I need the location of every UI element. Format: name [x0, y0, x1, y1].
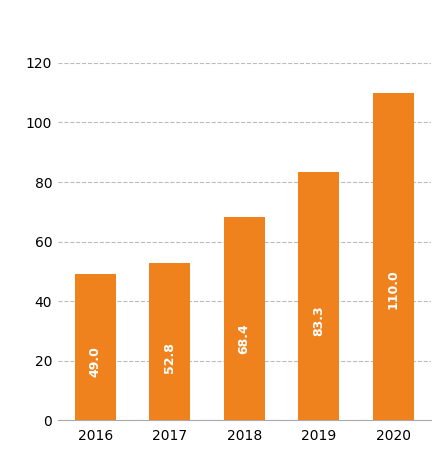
Text: 110.0: 110.0	[387, 270, 400, 309]
Text: 83.3: 83.3	[312, 306, 325, 336]
Bar	[75, 274, 115, 420]
Bar	[149, 263, 190, 420]
Text: Trends in FMCG revenues over the years (US$ billion): Trends in FMCG revenues over the years (…	[0, 12, 444, 27]
Text: 49.0: 49.0	[89, 346, 102, 377]
Bar	[224, 217, 265, 420]
Bar	[298, 172, 339, 420]
Text: 52.8: 52.8	[163, 342, 176, 373]
Bar	[373, 93, 414, 420]
Text: 68.4: 68.4	[238, 324, 251, 354]
